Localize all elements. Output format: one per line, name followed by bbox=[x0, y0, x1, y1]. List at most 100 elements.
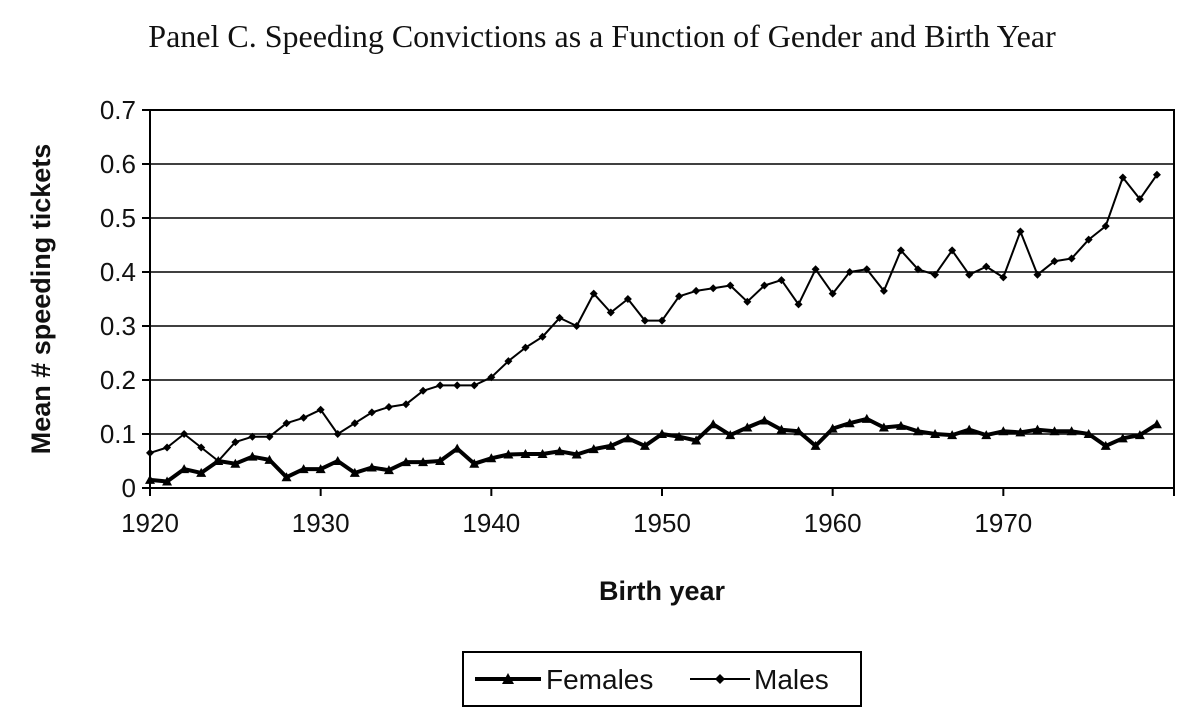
data-point-females bbox=[1066, 426, 1077, 436]
data-point-males bbox=[470, 381, 479, 390]
data-point-males bbox=[828, 289, 837, 298]
legend-marker-females bbox=[502, 673, 514, 684]
data-point-females bbox=[605, 440, 616, 450]
data-point-females bbox=[878, 422, 889, 432]
x-tick-label: 1960 bbox=[804, 508, 862, 538]
data-point-males bbox=[726, 281, 735, 290]
data-point-males bbox=[367, 408, 376, 417]
data-point-males bbox=[436, 381, 445, 390]
data-point-females bbox=[452, 443, 463, 453]
data-point-females bbox=[230, 458, 241, 468]
data-point-males bbox=[589, 289, 598, 298]
data-point-females bbox=[742, 422, 753, 432]
data-point-males bbox=[862, 265, 871, 274]
data-point-males bbox=[197, 443, 206, 452]
y-tick-label: 0.7 bbox=[100, 95, 136, 125]
data-point-males bbox=[1016, 227, 1025, 236]
data-point-females bbox=[759, 415, 770, 425]
data-point-males bbox=[999, 273, 1008, 282]
y-tick-label: 0.6 bbox=[100, 149, 136, 179]
x-tick-label: 1940 bbox=[462, 508, 520, 538]
data-point-females bbox=[827, 423, 838, 433]
legend-marker-males bbox=[715, 674, 725, 684]
y-tick-label: 0.2 bbox=[100, 365, 136, 395]
legend: Females Males bbox=[462, 651, 862, 707]
data-point-males bbox=[658, 316, 666, 325]
data-point-males bbox=[163, 443, 172, 452]
data-point-males bbox=[675, 292, 684, 301]
data-point-males bbox=[777, 276, 786, 285]
data-point-females bbox=[418, 457, 429, 467]
y-tick-label: 0.3 bbox=[100, 311, 136, 341]
data-point-males bbox=[231, 438, 240, 447]
data-point-females bbox=[588, 444, 599, 454]
data-point-males bbox=[333, 430, 342, 438]
data-point-males bbox=[487, 373, 496, 382]
data-point-males bbox=[1033, 270, 1042, 279]
data-point-females bbox=[674, 431, 685, 441]
data-point-males bbox=[402, 400, 410, 409]
data-point-males bbox=[146, 448, 154, 457]
data-point-males bbox=[572, 322, 581, 330]
data-point-females bbox=[1117, 433, 1128, 443]
data-point-males bbox=[1084, 235, 1093, 244]
data-point-males bbox=[845, 268, 854, 276]
data-point-females bbox=[162, 476, 173, 486]
data-point-males bbox=[709, 284, 718, 293]
data-point-females bbox=[264, 454, 275, 464]
chart-title: Panel C. Speeding Convictions as a Funct… bbox=[148, 18, 1056, 54]
data-point-males bbox=[931, 270, 940, 279]
data-point-females bbox=[1083, 429, 1094, 438]
data-point-females bbox=[503, 449, 514, 459]
data-point-females bbox=[930, 429, 941, 438]
data-point-males bbox=[914, 265, 922, 274]
series-group bbox=[145, 170, 1162, 486]
data-point-females bbox=[844, 418, 855, 428]
data-point-females bbox=[179, 464, 190, 474]
data-point-males bbox=[180, 430, 189, 438]
x-tick-label: 1930 bbox=[292, 508, 350, 538]
x-tick-label: 1950 bbox=[633, 508, 691, 538]
y-tick-label: 0.1 bbox=[100, 419, 136, 449]
data-point-females bbox=[691, 435, 702, 445]
data-point-males bbox=[965, 270, 974, 279]
data-point-males bbox=[623, 295, 632, 303]
data-point-males bbox=[299, 413, 308, 422]
series-line-females bbox=[149, 416, 1158, 484]
data-point-males bbox=[1118, 173, 1127, 182]
data-point-males bbox=[692, 286, 701, 295]
data-point-females bbox=[401, 457, 411, 467]
data-point-females bbox=[1151, 419, 1162, 429]
data-point-females bbox=[1100, 440, 1111, 450]
y-tick-label: 0.5 bbox=[100, 203, 136, 233]
data-point-females bbox=[383, 465, 394, 475]
data-point-males bbox=[896, 246, 905, 255]
data-point-females bbox=[281, 472, 292, 482]
data-point-females bbox=[571, 449, 582, 459]
data-point-males bbox=[384, 403, 393, 411]
data-point-females bbox=[520, 448, 531, 458]
data-point-males bbox=[555, 313, 564, 322]
legend-label-males: Males bbox=[754, 664, 829, 695]
data-point-females bbox=[639, 440, 650, 450]
data-point-males bbox=[743, 297, 752, 306]
data-point-females bbox=[810, 440, 821, 450]
data-point-males bbox=[282, 419, 291, 428]
data-point-females bbox=[1015, 427, 1026, 437]
x-tick-label: 1920 bbox=[121, 508, 179, 538]
y-axis-title: Mean # speeding tickets bbox=[26, 144, 56, 455]
x-axis-title: Birth year bbox=[599, 576, 726, 606]
data-point-females bbox=[247, 451, 258, 461]
data-point-females bbox=[366, 462, 377, 472]
data-point-females bbox=[1032, 424, 1043, 434]
data-point-females bbox=[537, 448, 548, 458]
data-point-females bbox=[657, 429, 667, 438]
data-point-males bbox=[760, 281, 769, 290]
data-point-males bbox=[350, 419, 359, 428]
data-point-females bbox=[725, 430, 736, 440]
data-point-males bbox=[1135, 195, 1144, 204]
y-tick-label: 0.4 bbox=[100, 257, 136, 287]
data-point-males bbox=[794, 300, 803, 309]
series-line-males bbox=[149, 174, 1158, 462]
data-point-males bbox=[453, 381, 462, 390]
